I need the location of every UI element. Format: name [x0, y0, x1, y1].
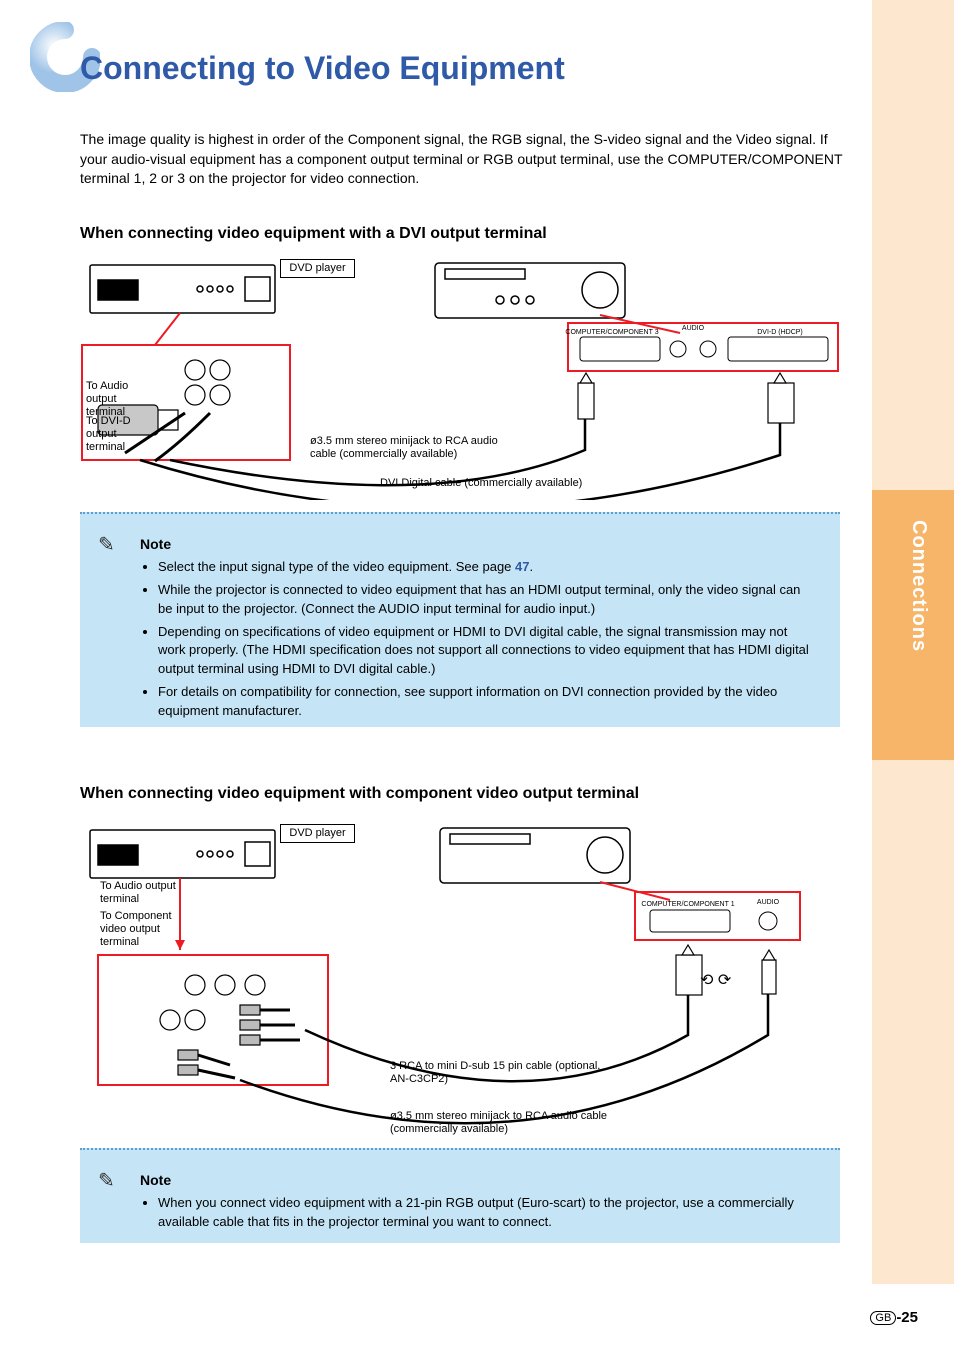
page-ref-link[interactable]: 47: [515, 559, 529, 574]
diagram-component-svg: COMPUTER/COMPONENT 1 AUDIO ⟲ ⟳: [80, 820, 840, 1135]
label-dvd-player-1: DVD player: [280, 259, 355, 278]
note-item: While the projector is connected to vide…: [158, 581, 816, 619]
note-item: When you connect video equipment with a …: [158, 1194, 816, 1232]
note-heading-2: Note: [140, 1172, 816, 1188]
note-list-1: Select the input signal type of the vide…: [158, 558, 816, 721]
diagram-component: COMPUTER/COMPONENT 1 AUDIO ⟲ ⟳ DVD playe…: [80, 820, 840, 1135]
label-cable-dvi: DVI Digital cable (commercially availabl…: [380, 477, 630, 490]
port-label-1: COMPUTER/COMPONENT 3: [565, 329, 658, 336]
label-to-component: To Component video output terminal: [100, 910, 195, 950]
note-box-2: ✎ Note When you connect video equipment …: [80, 1148, 840, 1243]
page-root: Connections Connecting to Video Equipmen…: [0, 0, 954, 1346]
note-heading-1: Note: [140, 536, 816, 552]
label-to-dvi: To DVI-D output terminal: [86, 415, 141, 455]
port-label-4: COMPUTER/COMPONENT 1: [641, 901, 734, 908]
section-1-heading: When connecting video equipment with a D…: [80, 225, 547, 243]
locale-badge: GB: [870, 1311, 896, 1325]
page-footer: GB-25: [870, 1309, 918, 1326]
diagram-dvi: COMPUTER/COMPONENT 3 DVI-D (HDCP) AUDIO …: [80, 255, 840, 500]
page-title: Connecting to Video Equipment: [80, 50, 565, 87]
note-item: Select the input signal type of the vide…: [158, 558, 816, 577]
diagram-dvi-svg: COMPUTER/COMPONENT 3 DVI-D (HDCP) AUDIO: [80, 255, 840, 500]
note-icon: ✎: [98, 532, 115, 557]
section-2-heading: When connecting video equipment with com…: [80, 785, 639, 803]
port-label-3: AUDIO: [682, 325, 705, 332]
note-item: Depending on specifications of video equ…: [158, 623, 816, 680]
page-number: -25: [896, 1309, 918, 1326]
label-cable-audio-1: ø3.5 mm stereo minijack to RCA audio cab…: [310, 435, 510, 461]
label-to-audio-2: To Audio output terminal: [100, 880, 190, 906]
note-list-2: When you connect video equipment with a …: [158, 1194, 816, 1232]
note-box-1: ✎ Note Select the input signal type of t…: [80, 512, 840, 727]
port-label-5: AUDIO: [757, 899, 780, 906]
port-label-2: DVI-D (HDCP): [757, 329, 803, 336]
sidebar-tab-label: Connections: [907, 520, 930, 652]
tighten-arrows-icon: ⟲ ⟳: [700, 972, 732, 989]
note-icon: ✎: [98, 1168, 115, 1193]
intro-paragraph: The image quality is highest in order of…: [80, 130, 850, 189]
note-item: For details on compatibility for connect…: [158, 683, 816, 721]
label-cable-component: 3 RCA to mini D-sub 15 pin cable (option…: [390, 1060, 620, 1086]
label-to-audio-1: To Audio output terminal: [86, 380, 141, 420]
label-dvd-player-2: DVD player: [280, 824, 355, 843]
label-cable-audio-2: ø3.5 mm stereo minijack to RCA audio cab…: [390, 1110, 650, 1136]
